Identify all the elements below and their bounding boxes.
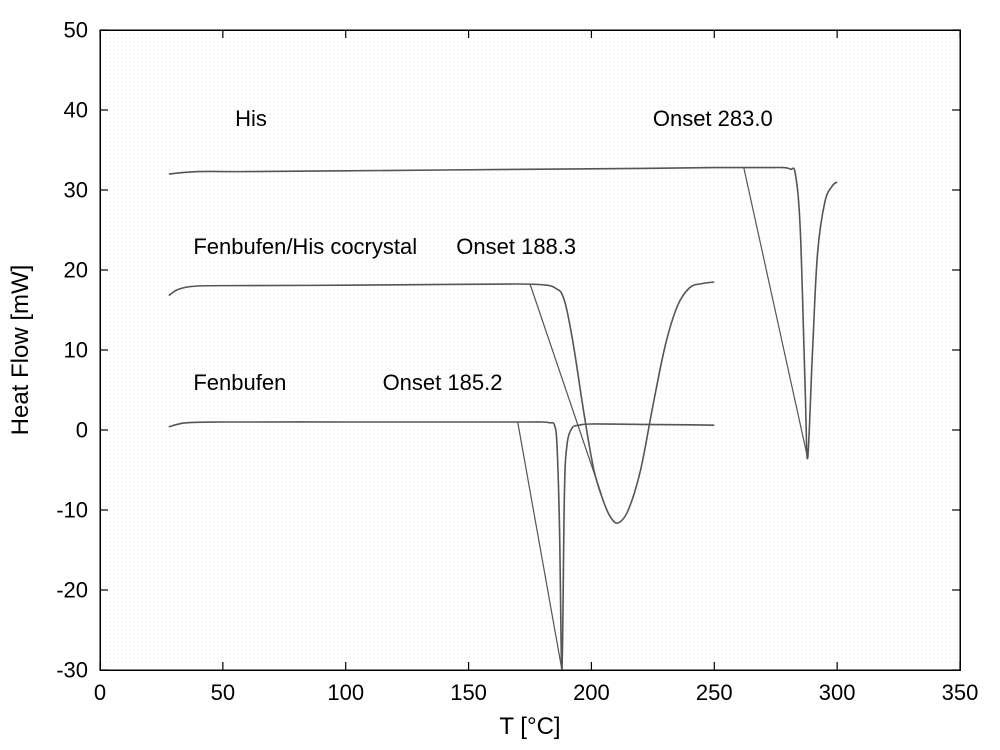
x-tick-label: 100 [327, 680, 364, 705]
annotation: Onset 283.0 [653, 106, 773, 131]
annotation: Fenbufen/His cocrystal [193, 234, 417, 259]
x-axis-label: T [°C] [499, 713, 560, 740]
y-tick-label: 30 [64, 178, 88, 203]
x-tick-label: 150 [450, 680, 487, 705]
annotation: Fenbufen [193, 370, 286, 395]
dsc-chart: 0 50 100 150 200 250 300 350 -30 -20 -10 0 10 20 30 40 5… [0, 0, 1000, 750]
y-tick-label: 20 [64, 258, 88, 283]
x-tick-label: 300 [819, 680, 856, 705]
x-tick-label: 50 [211, 680, 235, 705]
y-tick-label: -20 [56, 578, 88, 603]
y-tick-label: 50 [64, 18, 88, 43]
annotation: Onset 188.3 [456, 234, 576, 259]
x-tick-label: 0 [94, 680, 106, 705]
x-tick-label: 250 [696, 680, 733, 705]
y-axis-label: Heat Flow [mW] [7, 265, 34, 436]
annotation: His [235, 106, 267, 131]
annotation: Onset 185.2 [383, 370, 503, 395]
y-tick-label: -10 [56, 498, 88, 523]
y-tick-label: 10 [64, 338, 88, 363]
x-tick-label: 200 [573, 680, 610, 705]
x-tick-label: 350 [942, 680, 979, 705]
chart-svg: 0 50 100 150 200 250 300 350 -30 -20 -10 0 10 20 30 40 5… [0, 0, 1000, 750]
y-tick-label: -30 [56, 658, 88, 683]
y-tick-label: 0 [76, 418, 88, 443]
y-tick-label: 40 [64, 98, 88, 123]
